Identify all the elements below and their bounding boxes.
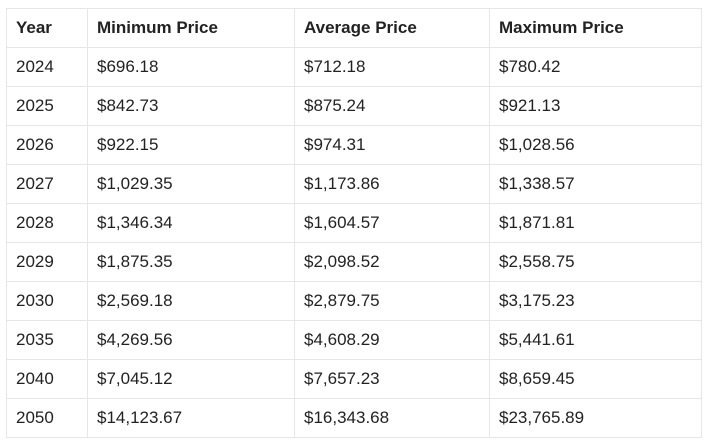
table-cell: 2028 [6, 203, 88, 243]
table-cell: $1,875.35 [87, 242, 295, 282]
table-cell: $23,765.89 [489, 398, 702, 438]
table-row: 2029 $1,875.35 $2,098.52 $2,558.75 [6, 242, 702, 282]
table-row: 2028 $1,346.34 $1,604.57 $1,871.81 [6, 203, 702, 243]
table-row: 2027 $1,029.35 $1,173.86 $1,338.57 [6, 164, 702, 204]
table-cell: $712.18 [294, 47, 490, 87]
table-cell: $842.73 [87, 86, 295, 126]
table-cell: $875.24 [294, 86, 490, 126]
table-cell: $921.13 [489, 86, 702, 126]
header-cell: Average Price [294, 8, 490, 48]
table-cell: $4,608.29 [294, 320, 490, 360]
table-cell: $4,269.56 [87, 320, 295, 360]
table-cell: $1,338.57 [489, 164, 702, 204]
table-cell: $8,659.45 [489, 359, 702, 399]
price-table: Year Minimum Price Average Price Maximum Pr… [6, 8, 702, 438]
table-row: 2050 $14,123.67 $16,343.68 $23,765.89 [6, 398, 702, 438]
table-row: 2030 $2,569.18 $2,879.75 $3,175.23 [6, 281, 702, 321]
table-cell: $1,028.56 [489, 125, 702, 165]
table-cell: $7,045.12 [87, 359, 295, 399]
table-row: 2024 $696.18 $712.18 $780.42 [6, 47, 702, 87]
table-row: 2040 $7,045.12 $7,657.23 $8,659.45 [6, 359, 702, 399]
table-cell: 2029 [6, 242, 88, 282]
table-row: 2035 $4,269.56 $4,608.29 $5,441.61 [6, 320, 702, 360]
table-cell: $2,098.52 [294, 242, 490, 282]
table-cell: 2027 [6, 164, 88, 204]
table-cell: 2050 [6, 398, 88, 438]
table-cell: 2040 [6, 359, 88, 399]
table-cell: $696.18 [87, 47, 295, 87]
table-row: 2026 $922.15 $974.31 $1,028.56 [6, 125, 702, 165]
header-row: Year Minimum Price Average Price Maximum Pr… [6, 8, 702, 48]
table-cell: $974.31 [294, 125, 490, 165]
table-header: Year Minimum Price Average Price Maximum Pr… [6, 8, 702, 48]
table-cell: 2025 [6, 86, 88, 126]
header-cell: Minimum Price [87, 8, 295, 48]
table-cell: $2,558.75 [489, 242, 702, 282]
table-cell: $7,657.23 [294, 359, 490, 399]
table-cell: $922.15 [87, 125, 295, 165]
table-cell: 2024 [6, 47, 88, 87]
table-cell: 2035 [6, 320, 88, 360]
table-cell: $1,346.34 [87, 203, 295, 243]
table-cell: $1,173.86 [294, 164, 490, 204]
header-cell: Year [6, 8, 88, 48]
table-cell: $1,029.35 [87, 164, 295, 204]
table-cell: $780.42 [489, 47, 702, 87]
table-cell: $5,441.61 [489, 320, 702, 360]
table-cell: 2026 [6, 125, 88, 165]
table-cell: $2,879.75 [294, 281, 490, 321]
table-cell: $16,343.68 [294, 398, 490, 438]
table-cell: $14,123.67 [87, 398, 295, 438]
table-cell: $1,871.81 [489, 203, 702, 243]
table-body: 2024 $696.18 $712.18 $780.42 2025 $842.73 $875… [6, 47, 702, 438]
table-cell: $3,175.23 [489, 281, 702, 321]
table-cell: 2030 [6, 281, 88, 321]
table-cell: $1,604.57 [294, 203, 490, 243]
header-cell: Maximum Price [489, 8, 702, 48]
table-row: 2025 $842.73 $875.24 $921.13 [6, 86, 702, 126]
table-cell: $2,569.18 [87, 281, 295, 321]
